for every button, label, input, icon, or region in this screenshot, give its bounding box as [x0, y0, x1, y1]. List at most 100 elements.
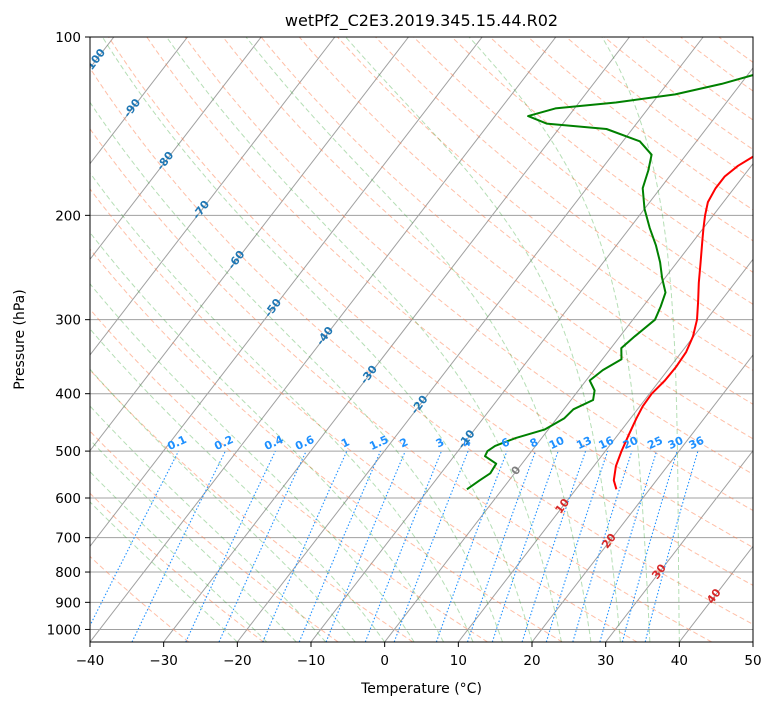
isotherm-label: -20	[408, 393, 431, 417]
dry-adiabat-line	[413, 37, 753, 305]
mixing-ratio-line	[218, 450, 307, 642]
isotherm-label: -10	[455, 427, 478, 451]
grid-lines	[90, 37, 753, 642]
dry-adiabat-line	[489, 37, 753, 242]
mixing-ratio-line	[545, 450, 609, 642]
mixing-ratio-line	[621, 450, 678, 642]
mixing-ratio-line	[364, 450, 443, 642]
mixing-ratio-line	[325, 450, 406, 642]
isotherm-line	[236, 37, 704, 642]
y-tick-label: 400	[55, 387, 81, 403]
isotherm-label: 30	[649, 561, 669, 581]
y-tick-label: 600	[55, 491, 81, 507]
isotherm-line	[531, 354, 753, 642]
mixing-ratio-label: 30	[666, 434, 686, 452]
mixing-ratio-line	[298, 450, 382, 642]
moist-adiabat-line	[90, 368, 356, 642]
mixing-ratio-label: 13	[574, 434, 593, 452]
dry-adiabat-line	[603, 37, 753, 151]
dry-adiabat-line	[757, 37, 775, 642]
moist-adiabats	[90, 37, 680, 642]
dry-adiabat-line	[718, 37, 753, 63]
isotherm-line	[605, 449, 753, 642]
dry-adiabat-line	[90, 369, 414, 642]
y-tick-label: 800	[55, 565, 81, 581]
isotherm-label: -50	[262, 296, 285, 320]
dry-adiabat-line	[680, 37, 753, 92]
x-tick-label: −10	[297, 653, 326, 669]
isotherm-label: -80	[154, 149, 177, 173]
mixing-ratio-lines	[90, 450, 699, 642]
mixing-ratio-line	[90, 450, 179, 627]
mixing-ratio-line	[572, 450, 633, 642]
dry-adiabat-line	[90, 128, 712, 642]
y-tick-label: 500	[55, 444, 81, 460]
isotherm-label: -40	[314, 324, 337, 348]
isotherm-line	[457, 258, 753, 642]
plot-area: 0.1 0.2 0.4 0.6 1 1.5 2 3 4 6 8 10 13 16 20 25 30 36-100-…	[81, 37, 775, 642]
mixing-ratio-line	[131, 450, 226, 642]
isotherm-label: -60	[225, 248, 248, 272]
mixing-ratio-label: 10	[547, 434, 567, 452]
dry-adiabat-line	[90, 188, 638, 642]
mixing-ratio-label: 0.4	[262, 433, 285, 453]
moist-adiabat-line	[90, 328, 386, 642]
moist-adiabat-line	[245, 37, 592, 642]
x-tick-label: 50	[744, 653, 761, 669]
moist-adiabat-line	[90, 405, 327, 642]
moist-adiabat-line	[101, 37, 533, 642]
x-tick-label: −20	[223, 653, 252, 669]
x-tick-label: 30	[597, 653, 614, 669]
dry-adiabat-line	[337, 37, 753, 371]
dry-adiabat-line	[642, 37, 753, 121]
dry-adiabat-line	[90, 308, 488, 642]
dry-adiabats	[90, 37, 775, 642]
isotherm-label: -100	[81, 46, 108, 76]
y-tick-label: 300	[55, 313, 81, 329]
moist-adiabat-line	[601, 37, 680, 642]
y-tick-label: 900	[55, 595, 81, 611]
isotherm-label: -90	[121, 96, 144, 120]
isotherm-line	[90, 37, 262, 261]
x-tick-label: 40	[671, 653, 688, 669]
mixing-ratio-label: 0.6	[293, 433, 316, 453]
dry-adiabat-line	[90, 67, 753, 625]
moist-adiabat-line	[90, 231, 445, 642]
moist-adiabat-line	[468, 37, 651, 642]
y-axis-label: Pressure (hPa)	[12, 289, 28, 389]
y-tick-label: 200	[55, 208, 81, 224]
dry-adiabat-line	[527, 37, 753, 211]
moist-adiabat-line	[90, 101, 503, 642]
isotherm-label: 0	[509, 463, 524, 477]
mixing-ratio-line	[185, 450, 276, 642]
x-tick-label: 20	[523, 653, 540, 669]
x-tick-label: 0	[380, 653, 389, 669]
dry-adiabat-line	[108, 37, 753, 586]
isotherm-line	[752, 641, 753, 642]
x-tick-label: 10	[450, 653, 467, 669]
mixing-ratio-line	[393, 450, 469, 642]
mixing-ratio-line	[599, 450, 658, 642]
mixing-ratio-label: 1.5	[367, 433, 390, 453]
mixing-ratio-label: 25	[645, 434, 664, 452]
isotherm-line	[90, 37, 409, 452]
isotherm-line	[163, 37, 630, 642]
isotherm-line	[90, 37, 483, 548]
y-tick-label: 700	[55, 531, 81, 547]
mixing-ratio-label: 0.1	[165, 433, 188, 453]
data-series	[466, 73, 753, 491]
dry-adiabat-line	[298, 37, 753, 405]
dry-adiabat-line	[451, 37, 753, 273]
dry-adiabat-line	[184, 37, 753, 512]
x-tick-label: −40	[76, 653, 105, 669]
chart-title: wetPf2_C2E3.2019.345.15.44.R02	[285, 11, 558, 31]
mixing-ratio-label: 20	[621, 434, 641, 452]
mixing-ratio-label: 36	[687, 434, 707, 452]
mixing-ratio-label: 6	[499, 435, 512, 450]
temperature-profile-line	[612, 155, 753, 490]
isotherm-line	[384, 162, 753, 642]
moist-adiabat-line	[90, 501, 238, 642]
y-tick-label: 1000	[47, 622, 81, 638]
mixing-ratio-line	[262, 450, 348, 642]
